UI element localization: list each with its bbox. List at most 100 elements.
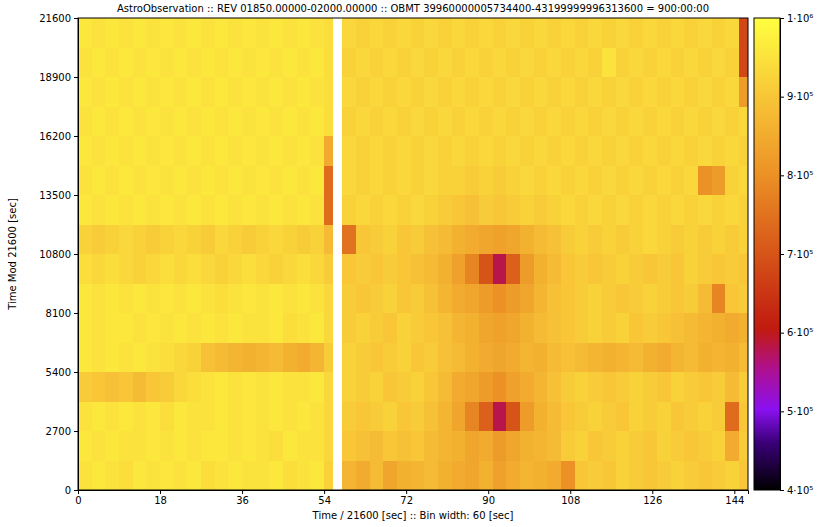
cell [438, 343, 452, 373]
cell [133, 313, 147, 343]
cell [616, 343, 630, 373]
cell [616, 402, 630, 432]
cell [684, 195, 698, 225]
cell [547, 402, 561, 432]
cell [228, 254, 242, 284]
cell [310, 313, 324, 343]
cell [493, 431, 507, 461]
cell [310, 461, 324, 491]
cell [133, 225, 147, 255]
tick: 8·10⁵ [780, 170, 813, 181]
cell [424, 195, 438, 225]
cell [534, 136, 548, 166]
cell [228, 225, 242, 255]
cell [397, 313, 411, 343]
cell [242, 136, 256, 166]
cell [588, 461, 602, 491]
cell [383, 225, 397, 255]
cell [424, 136, 438, 166]
cell [356, 195, 370, 225]
cell [201, 48, 215, 78]
cell [493, 461, 507, 491]
tick-label: 5400 [46, 367, 71, 378]
cell [493, 372, 507, 402]
cell [629, 107, 643, 137]
cell [684, 372, 698, 402]
cell [187, 195, 201, 225]
cell [78, 284, 92, 314]
cell [105, 166, 119, 196]
cell [671, 284, 685, 314]
cell [92, 402, 106, 432]
cell [78, 107, 92, 137]
cell [575, 48, 589, 78]
cell [493, 195, 507, 225]
cell [133, 107, 147, 137]
cell [92, 18, 106, 48]
cell [283, 136, 297, 166]
cell [520, 195, 534, 225]
cell [228, 343, 242, 373]
cell [411, 431, 425, 461]
cell [657, 18, 671, 48]
tick: 90 [482, 490, 495, 506]
cell [324, 107, 333, 137]
cell [712, 431, 726, 461]
cell [643, 313, 657, 343]
tick: 18900 [39, 72, 78, 83]
cell [201, 77, 215, 107]
tick-mark [780, 18, 784, 19]
tick-mark [74, 490, 78, 491]
cell [324, 195, 333, 225]
cell [698, 136, 712, 166]
cell [201, 166, 215, 196]
cell [174, 136, 188, 166]
cell [602, 313, 616, 343]
cell [739, 313, 748, 343]
tick: 54 [318, 490, 331, 506]
cell [283, 284, 297, 314]
tick-mark [780, 97, 784, 98]
cell [712, 372, 726, 402]
cell [201, 343, 215, 373]
cell [534, 254, 548, 284]
tick: 13500 [39, 190, 78, 201]
tick-mark [324, 490, 325, 494]
cell [520, 372, 534, 402]
tick: 0 [75, 490, 81, 506]
cell [506, 343, 520, 373]
cell [739, 48, 748, 78]
cell [616, 431, 630, 461]
cell [438, 254, 452, 284]
tick: 10800 [39, 249, 78, 260]
cell [146, 372, 160, 402]
cell [561, 166, 575, 196]
tick-label: 90 [482, 495, 495, 506]
cell [310, 254, 324, 284]
cell [160, 18, 174, 48]
cell [397, 195, 411, 225]
chart: 0183654729010812614402700540081001080013… [0, 0, 836, 527]
cell [725, 77, 739, 107]
cell [174, 107, 188, 137]
cell [452, 284, 466, 314]
cell [739, 402, 748, 432]
cell [187, 136, 201, 166]
cell [174, 284, 188, 314]
cell [92, 225, 106, 255]
cell [588, 77, 602, 107]
cell [643, 284, 657, 314]
cell [411, 461, 425, 491]
cell [452, 343, 466, 373]
x-axis-title: Time / 21600 [sec] :: Bin width: 60 [sec… [312, 510, 514, 521]
cell [105, 343, 119, 373]
cell [547, 107, 561, 137]
cell [119, 343, 133, 373]
cell [228, 284, 242, 314]
cell [160, 195, 174, 225]
cell [657, 313, 671, 343]
cell [342, 107, 356, 137]
cell [698, 225, 712, 255]
cell [657, 195, 671, 225]
cell [438, 107, 452, 137]
